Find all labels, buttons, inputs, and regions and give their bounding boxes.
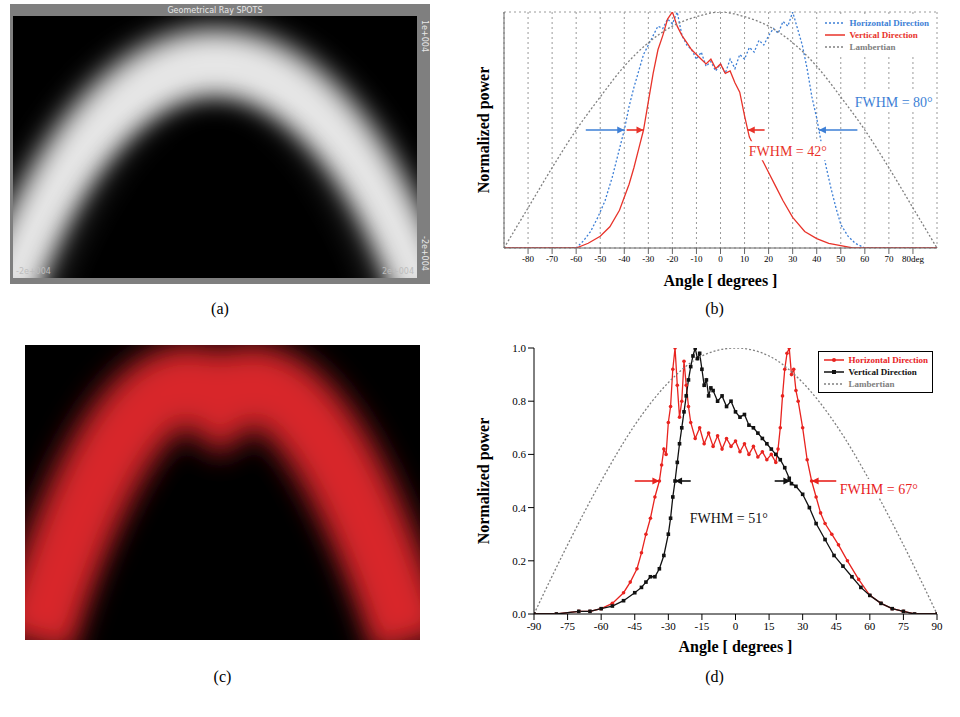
- svg-text:FWHM = 42°: FWHM = 42°: [749, 144, 827, 159]
- svg-text:-80: -80: [522, 254, 534, 264]
- svg-text:Geometrical Ray SPOTS: Geometrical Ray SPOTS: [167, 6, 262, 15]
- svg-text:40: 40: [812, 254, 822, 264]
- svg-text:0.6: 0.6: [512, 448, 526, 460]
- html-text:Normalized power: Normalized power: [475, 417, 492, 545]
- svg-text:2e+004: 2e+004: [382, 267, 414, 276]
- html-text:Vertical Direction: Vertical Direction: [848, 367, 917, 377]
- svg-text:-50: -50: [594, 254, 606, 264]
- html-text:Angle [ degrees ]: Angle [ degrees ]: [663, 272, 778, 289]
- svg-text:-2e+004: -2e+004: [420, 236, 429, 271]
- svg-text:10: 10: [740, 254, 750, 264]
- svg-text:-60: -60: [570, 254, 582, 264]
- svg-text:-20: -20: [666, 254, 678, 264]
- svg-text:-30: -30: [661, 620, 676, 632]
- svg-text:45: 45: [831, 620, 843, 632]
- html-text:(b): (b): [705, 300, 724, 317]
- svg-text:60: 60: [864, 620, 876, 632]
- html-text:(d): (d): [705, 668, 724, 685]
- svg-text:60: 60: [860, 254, 870, 264]
- svg-text:1e+004: 1e+004: [420, 20, 429, 52]
- svg-text:-2e+004: -2e+004: [16, 267, 51, 276]
- svg-text:FWHM = 80°: FWHM = 80°: [855, 95, 933, 110]
- svg-text:90: 90: [932, 620, 944, 632]
- svg-text:-75: -75: [560, 620, 575, 632]
- html-text:Lambertian: Lambertian: [848, 379, 895, 389]
- svg-text:1.0: 1.0: [512, 342, 526, 354]
- svg-text:-30: -30: [642, 254, 654, 264]
- svg-text:0: 0: [733, 620, 739, 632]
- svg-text:30: 30: [788, 254, 798, 264]
- html-text:Lambertian: Lambertian: [849, 42, 896, 52]
- svg-text:0: 0: [718, 254, 723, 264]
- svg-text:FWHM = 67°: FWHM = 67°: [840, 482, 918, 497]
- svg-text:80deg: 80deg: [902, 254, 924, 264]
- svg-text:75: 75: [898, 620, 910, 632]
- svg-text:-40: -40: [618, 254, 630, 264]
- html-text:(a): (a): [211, 300, 229, 317]
- html-text:Horizontal Direction: Horizontal Direction: [849, 18, 929, 28]
- svg-text:-70: -70: [546, 254, 558, 264]
- svg-text:-15: -15: [695, 620, 710, 632]
- svg-text:20: 20: [764, 254, 774, 264]
- html-text:Horizontal Direction: Horizontal Direction: [848, 355, 928, 365]
- svg-text:0.8: 0.8: [512, 395, 526, 407]
- svg-text:0.2: 0.2: [512, 555, 526, 567]
- svg-text:50: 50: [836, 254, 846, 264]
- html-text:Vertical Direction: Vertical Direction: [849, 30, 918, 40]
- html-text:Angle [ degrees ]: Angle [ degrees ]: [678, 638, 793, 655]
- svg-text:-90: -90: [527, 620, 542, 632]
- html-text:(c): (c): [213, 668, 232, 685]
- svg-text:-45: -45: [627, 620, 642, 632]
- svg-text:30: 30: [797, 620, 809, 632]
- svg-text:-60: -60: [594, 620, 609, 632]
- svg-text:-10: -10: [690, 254, 702, 264]
- svg-text:15: 15: [764, 620, 776, 632]
- svg-text:FWHM = 51°: FWHM = 51°: [690, 511, 768, 526]
- html-text:Normalized power: Normalized power: [475, 66, 492, 194]
- svg-text:0.0: 0.0: [512, 608, 526, 620]
- svg-text:0.4: 0.4: [512, 502, 526, 514]
- svg-text:70: 70: [884, 254, 894, 264]
